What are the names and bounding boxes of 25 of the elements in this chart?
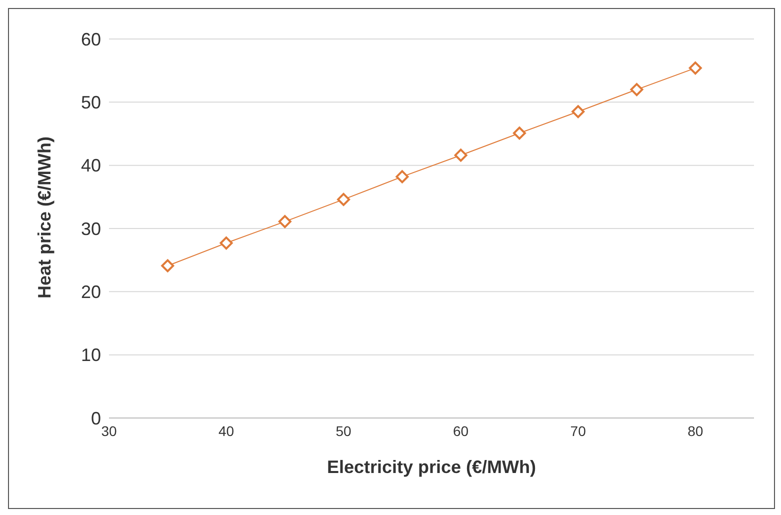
y-tick-label: 40 (80, 156, 101, 176)
y-tick-label: 60 (80, 29, 101, 50)
point (396, 170, 409, 184)
point (161, 259, 174, 272)
x-tick-label: 50 (336, 422, 352, 439)
point (512, 126, 526, 140)
y-tick-label: 10 (80, 345, 101, 366)
point (337, 192, 350, 206)
x-axis-title: Electricity price (€/MWh) (326, 457, 536, 477)
point (630, 83, 644, 96)
x-tick-label: 30 (101, 422, 117, 439)
point (572, 105, 585, 118)
y-tick-label: 30 (80, 218, 101, 239)
x-tick-label: 80 (688, 422, 704, 439)
point (688, 62, 702, 75)
x-tick-label: 40 (218, 422, 234, 439)
point (220, 236, 233, 250)
point (278, 215, 292, 228)
x-tick-label: 60 (453, 422, 469, 439)
y-tick-label: 50 (80, 92, 101, 113)
y-tick-label: 20 (80, 282, 101, 302)
y-axis-title: Heat price (€/MWh) (34, 136, 54, 298)
x-tick-label: 70 (570, 422, 586, 439)
y-tick-label: 0 (90, 408, 101, 428)
point (454, 148, 468, 162)
